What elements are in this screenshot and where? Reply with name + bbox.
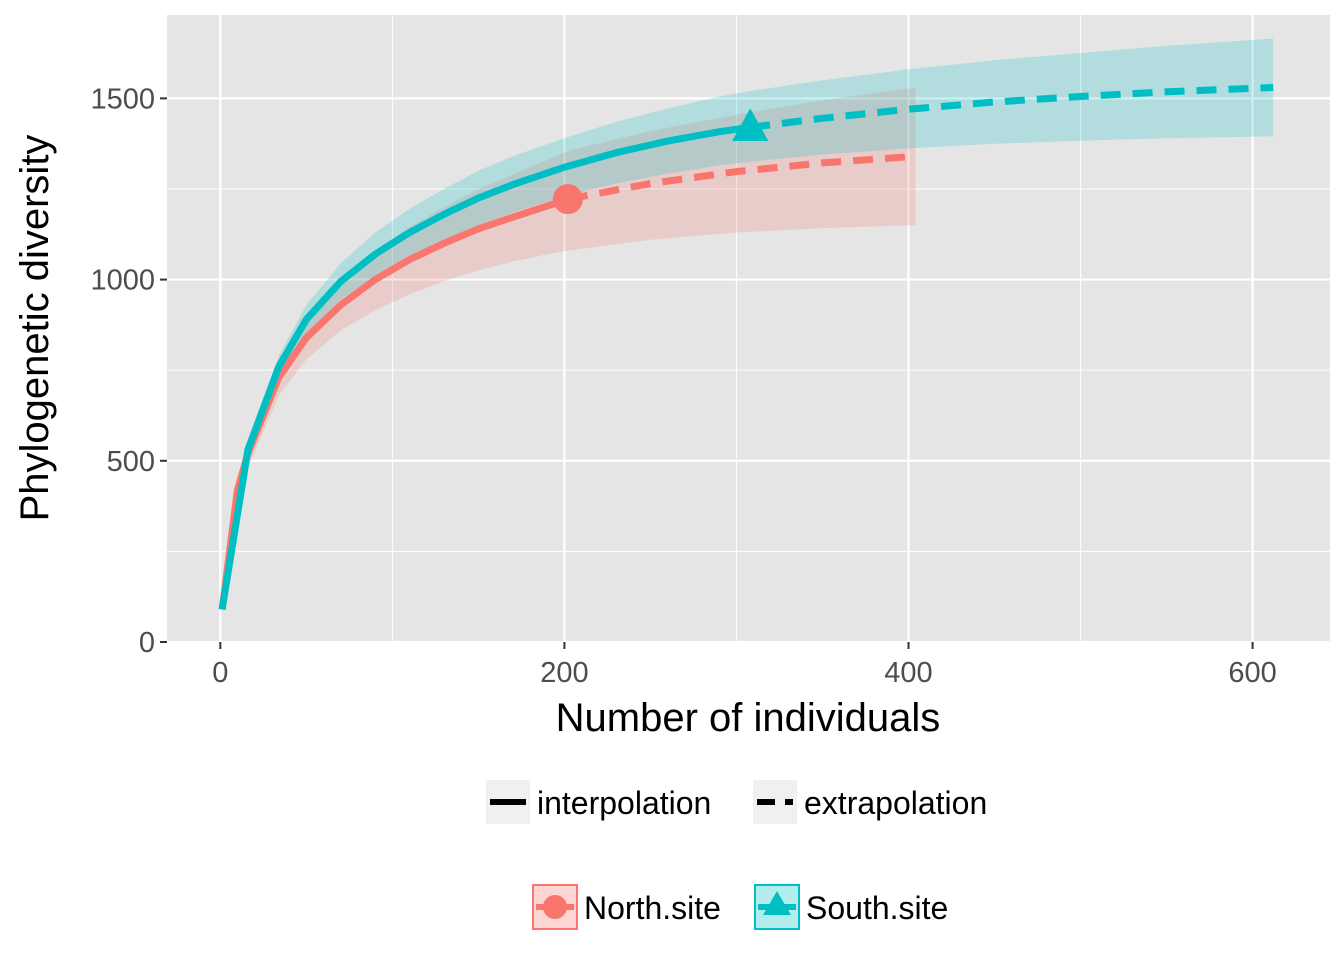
confidence-bands bbox=[222, 38, 1274, 612]
linetype-legend: interpolation extrapolation bbox=[486, 780, 987, 824]
x-tick-label: 400 bbox=[884, 657, 932, 689]
legend-label-south: South.site bbox=[806, 890, 948, 926]
interpolation-line-south-site bbox=[218, 123, 751, 610]
legend-marker-north bbox=[543, 895, 567, 919]
legend-label-north: North.site bbox=[584, 890, 721, 926]
y-tick-label: 1000 bbox=[90, 265, 155, 297]
x-tick-label: 600 bbox=[1228, 657, 1276, 689]
x-axis-title: Number of individuals bbox=[556, 696, 941, 740]
y-tick-label: 1500 bbox=[90, 83, 155, 115]
observed-point-north-site bbox=[552, 184, 583, 215]
site-legend: North.site South.site bbox=[532, 884, 948, 930]
legend-label-extrapolation: extrapolation bbox=[804, 785, 987, 821]
grid-lines bbox=[167, 15, 1330, 644]
legend-label-interpolation: interpolation bbox=[537, 785, 711, 821]
axes: 0 200 400 600 0 500 1000 1500 bbox=[90, 83, 1276, 689]
y-axis-title: Phylogenetic diversity bbox=[13, 135, 57, 522]
x-tick-label: 200 bbox=[540, 657, 588, 689]
x-tick-label: 0 bbox=[212, 657, 228, 689]
ci-band-north-site bbox=[222, 87, 916, 612]
y-tick-label: 500 bbox=[107, 446, 155, 478]
y-tick-label: 0 bbox=[139, 627, 155, 659]
extrapolation-line-north-site bbox=[567, 152, 916, 203]
extrapolation-line-south-site bbox=[749, 84, 1274, 131]
ci-band-south-site bbox=[222, 38, 1274, 612]
series-lines bbox=[218, 84, 1274, 610]
observed-markers bbox=[552, 108, 769, 215]
observed-point-south-site bbox=[732, 108, 769, 142]
legend-marker-south bbox=[763, 891, 791, 915]
